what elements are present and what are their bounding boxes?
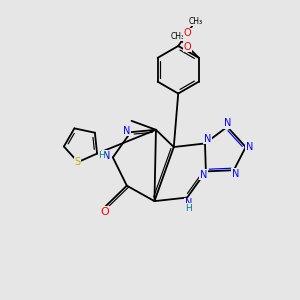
Text: CH₃: CH₃ bbox=[170, 32, 184, 41]
Text: N: N bbox=[246, 142, 253, 152]
Text: N: N bbox=[224, 118, 231, 128]
Text: O: O bbox=[184, 42, 191, 52]
Text: N: N bbox=[185, 199, 192, 208]
Text: O: O bbox=[184, 28, 191, 38]
Text: CH₃: CH₃ bbox=[189, 16, 203, 26]
Text: N: N bbox=[232, 169, 239, 179]
Text: H: H bbox=[98, 152, 105, 160]
Text: O: O bbox=[100, 207, 109, 217]
Text: S: S bbox=[75, 157, 81, 167]
Text: H: H bbox=[185, 204, 192, 213]
Text: N: N bbox=[123, 126, 131, 136]
Text: N: N bbox=[204, 134, 211, 144]
Text: N: N bbox=[200, 170, 207, 180]
Text: N: N bbox=[103, 151, 110, 161]
